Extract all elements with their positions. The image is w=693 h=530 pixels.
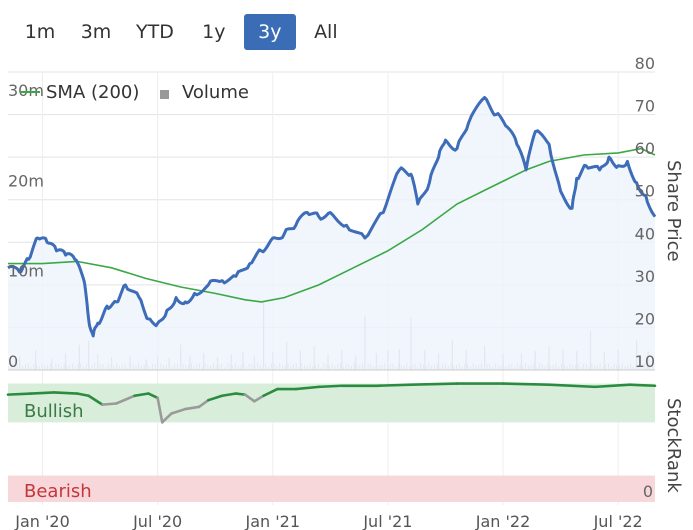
bearish-label: Bearish bbox=[24, 481, 92, 502]
stockrank-segment bbox=[133, 392, 150, 398]
range-all-button[interactable]: All bbox=[300, 14, 352, 50]
x-tick-label: Jul '22 bbox=[593, 512, 643, 530]
stockrank-segment bbox=[593, 383, 631, 389]
legend-volume-swatch bbox=[160, 90, 169, 99]
volume-tick-label: 10m bbox=[8, 262, 44, 281]
bearish-zone bbox=[8, 475, 655, 502]
stockrank-segment bbox=[294, 385, 321, 391]
stockrank-segment bbox=[262, 387, 279, 398]
stockrank-segment bbox=[101, 402, 118, 406]
stockrank-segment bbox=[52, 391, 79, 395]
rank-axis-title: StockRank bbox=[663, 398, 684, 493]
stockrank-segment bbox=[75, 392, 90, 398]
price-tick-label-20: 20 bbox=[635, 309, 655, 328]
legend-volume-label[interactable]: Volume bbox=[182, 82, 249, 103]
price-axis-title: Share Price bbox=[663, 160, 684, 262]
stockrank-segment bbox=[156, 396, 164, 424]
bullish-label: Bullish bbox=[24, 401, 84, 422]
stockrank-segment bbox=[197, 398, 210, 409]
price-tick-label-80: 80 bbox=[635, 54, 655, 73]
stockrank-segment bbox=[29, 391, 56, 395]
x-tick-label: Jan '21 bbox=[245, 512, 301, 530]
price-tick-label-10: 10 bbox=[635, 352, 655, 371]
x-tick-label: Jul '21 bbox=[362, 512, 412, 530]
axes: 10 20 30 40 50 60 70 80 0 10m 20m 30m Jan '20 Jul '20… bbox=[8, 54, 684, 530]
stockrank-segment bbox=[547, 383, 597, 389]
x-tick-label: Jan '20 bbox=[14, 512, 70, 530]
stockrank-segment bbox=[170, 407, 187, 415]
legend: SMA (200) Volume bbox=[20, 82, 249, 103]
price-tick-label-30: 30 bbox=[635, 267, 655, 286]
price-tick-label-50: 50 bbox=[635, 182, 655, 201]
range-selector: 1m 3m YTD 1y 3y All bbox=[14, 14, 352, 52]
x-tick-label: Jul '20 bbox=[132, 512, 182, 530]
price-area bbox=[8, 97, 655, 370]
range-1y-button[interactable]: 1y bbox=[188, 14, 240, 50]
price-tick-label-70: 70 bbox=[635, 97, 655, 116]
stockrank-segment bbox=[243, 393, 256, 403]
price-line bbox=[7, 96, 657, 338]
stockrank-segment bbox=[207, 394, 224, 402]
price-tick-label-40: 40 bbox=[635, 224, 655, 243]
legend-sma-label[interactable]: SMA (200) bbox=[46, 82, 139, 103]
range-3y-button[interactable]: 3y bbox=[243, 14, 296, 50]
stockrank-segment bbox=[6, 392, 33, 396]
stockrank-segment bbox=[501, 382, 551, 386]
volume-tick-label: 20m bbox=[8, 171, 44, 190]
stockrank-segment bbox=[147, 392, 159, 400]
stockrank-segment bbox=[253, 394, 265, 403]
volume-tick-label: 0 bbox=[8, 352, 18, 371]
series-lines bbox=[7, 96, 657, 370]
stockrank-segment bbox=[87, 394, 104, 406]
sma-line bbox=[8, 147, 656, 303]
stockrank-segment bbox=[628, 383, 657, 388]
stockrank-segment bbox=[183, 405, 201, 411]
range-ytd-button[interactable]: YTD bbox=[126, 14, 184, 50]
stockrank-segment bbox=[409, 382, 459, 386]
rank-zero-label: 0 bbox=[643, 482, 653, 501]
volume-tick-label: 30m bbox=[8, 81, 44, 100]
stockrank-segment bbox=[234, 392, 247, 396]
stockrank-segment bbox=[114, 394, 136, 405]
price-tick-label-60: 60 bbox=[635, 139, 655, 158]
stockrank-segment bbox=[375, 383, 413, 388]
stockrank-segment bbox=[220, 392, 238, 398]
range-3m-button[interactable]: 3m bbox=[70, 14, 122, 50]
range-1m-button[interactable]: 1m bbox=[14, 14, 66, 50]
stockrank-segment bbox=[160, 412, 173, 424]
stockrank-panel: Bullish Bearish 0 StockRank bbox=[6, 382, 684, 502]
stockrank-segment bbox=[317, 384, 344, 389]
bullish-zone bbox=[8, 383, 655, 423]
x-tick-label: Jan '22 bbox=[475, 512, 531, 530]
